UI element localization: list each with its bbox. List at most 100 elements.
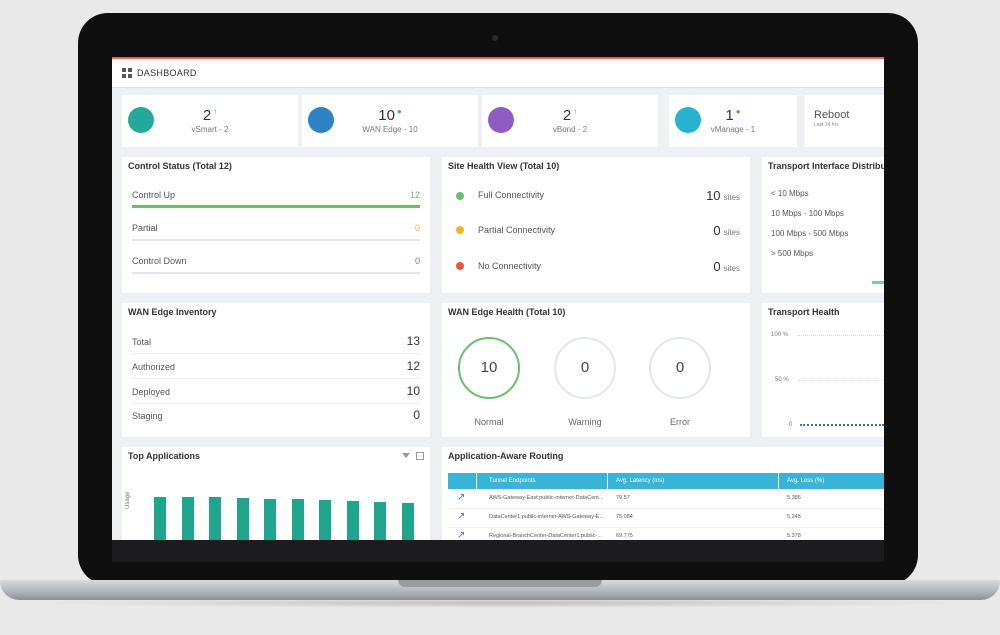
vmanage-tile[interactable]: 1 ● vManage - 1 [669, 95, 797, 147]
app-usage-bar[interactable] [236, 498, 249, 540]
laptop-notch [398, 580, 602, 587]
trend-icon[interactable]: ↗ [457, 530, 466, 540]
column-header[interactable]: Tunnel Endpoints [477, 473, 607, 489]
divider [132, 353, 420, 354]
column-header[interactable]: Avg. Loss (%) [779, 473, 884, 489]
loss-cell: 5.378 [787, 533, 801, 539]
tunnel-endpoint-cell: AWS-Gateway-East:public-internet-DataCen… [489, 495, 604, 501]
tunnel-endpoint-cell: DataCenter1:public-internet-AWS-Gateway-… [489, 514, 605, 520]
inventory-staging-label: Staging [132, 411, 163, 421]
vbond-icon [488, 107, 514, 133]
error-gauge[interactable]: 0 [649, 337, 711, 399]
trend-icon[interactable]: ↗ [457, 492, 466, 503]
loss-cell: 5.245 [787, 514, 801, 520]
vsmart-count: 2 ↑ [202, 107, 218, 124]
site-health-card: Site Health View (Total 10) Full Connect… [442, 157, 750, 293]
inventory-authorized-value: 12 [406, 359, 420, 373]
partial-connectivity-label: Partial Connectivity [478, 225, 556, 235]
bandwidth-range-label: 10 Mbps - 100 Mbps [771, 209, 844, 218]
laptop-bezel [112, 540, 884, 562]
card-title: Site Health View (Total 10) [448, 161, 560, 171]
no-connectivity-value: 0 sites [713, 259, 740, 274]
normal-label: Normal [474, 417, 504, 427]
laptop-base [0, 580, 1000, 600]
divider [132, 378, 420, 379]
reboot-subtitle: Last 24 hrs [814, 122, 839, 128]
transport-distribution-card: Transport Interface Distribution < 10 Mb… [762, 157, 884, 293]
wan-edge-health-card: WAN Edge Health (Total 10) 10 Normal 0 W… [442, 303, 750, 437]
warning-gauge[interactable]: 0 [554, 337, 616, 399]
vsmart-label: vSmart - 2 [191, 125, 229, 134]
partial-label: Partial [132, 223, 158, 233]
control-status-card: Control Status (Total 12) Control Up 12 … [122, 157, 430, 293]
app-usage-bar[interactable] [374, 502, 386, 540]
divider [448, 508, 884, 509]
vsmart-tile[interactable]: 2 ↑ vSmart - 2 [122, 95, 298, 147]
wan-edge-tile[interactable]: 10 ● WAN Edge - 10 [302, 95, 478, 147]
card-title: Transport Interface Distribution [768, 161, 884, 171]
normal-count: 10 [480, 359, 498, 376]
wan-edge-label: WAN Edge - 10 [362, 125, 418, 134]
red-status-icon [456, 262, 464, 270]
app-usage-bar[interactable] [154, 497, 166, 540]
control-down-label: Control Down [132, 256, 187, 266]
partial-value: 0 [414, 223, 420, 233]
control-up-label: Control Up [132, 190, 176, 200]
card-title: Control Status (Total 12) [128, 161, 232, 171]
error-label: Error [670, 417, 690, 427]
divider [448, 527, 884, 528]
app-usage-bar[interactable] [401, 503, 414, 540]
vbond-label: vBond - 2 [552, 125, 588, 134]
column-header[interactable]: Avg. Latency (ms) [608, 473, 778, 489]
card-title: Transport Health [768, 307, 840, 317]
inventory-staging-value: 0 [413, 408, 420, 422]
app-usage-bar[interactable] [181, 497, 194, 540]
divider [132, 403, 420, 404]
column-header[interactable] [448, 473, 476, 489]
no-connectivity-label: No Connectivity [478, 261, 542, 271]
bandwidth-range-label: 100 Mbps - 500 Mbps [771, 229, 849, 238]
wan-edge-inventory-card: WAN Edge Inventory Total 13 Authorized 1… [122, 303, 430, 437]
accent-line [112, 57, 884, 59]
app-usage-bar[interactable] [346, 501, 359, 540]
app-usage-bar[interactable] [264, 499, 276, 540]
status-dot-icon: ● [735, 107, 741, 116]
transport-health-card: Transport Health 100 % 50 % 0 [762, 303, 884, 437]
vbond-tile[interactable]: 2 ↑ vBond - 2 [482, 95, 658, 147]
camera-icon [492, 35, 498, 41]
vbond-count: 2 ↑ [562, 107, 578, 124]
latency-cell: 75.084 [616, 514, 633, 520]
y-tick-label: 50 % [775, 377, 789, 383]
normal-gauge[interactable]: 10 [458, 337, 520, 399]
card-title: Top Applications [128, 451, 200, 461]
filter-icon[interactable] [402, 453, 410, 458]
distribution-bar [872, 281, 884, 284]
partial-connectivity-value: 0 sites [713, 223, 740, 238]
reboot-tile[interactable]: Reboot Last 24 hrs [805, 95, 884, 147]
app-usage-bar[interactable] [319, 500, 331, 540]
up-arrow-icon: ↑ [573, 107, 578, 116]
top-applications-card: Top Applications Usage [122, 447, 430, 540]
loss-cell: 5.386 [787, 495, 801, 501]
vmanage-count: 1 ● [725, 107, 741, 124]
expand-icon[interactable] [416, 452, 424, 460]
card-title: WAN Edge Health (Total 10) [448, 307, 566, 317]
up-arrow-icon: ↑ [213, 107, 218, 116]
dashboard-grid-icon [122, 68, 132, 78]
app-usage-bar[interactable] [209, 497, 221, 540]
gridline [798, 335, 884, 336]
warning-count: 0 [580, 359, 590, 376]
routing-table: Tunnel Endpoints Avg. Latency (ms) Avg. … [448, 473, 884, 540]
health-series-line [800, 424, 884, 426]
partial-track [132, 239, 420, 241]
trend-icon[interactable]: ↗ [457, 511, 466, 522]
dashboard-screen: DASHBOARD 2 ↑ vSmart - 2 10 ● WAN Edge - 1… [112, 57, 884, 540]
control-down-value: 0 [414, 256, 420, 266]
bandwidth-range-label: < 10 Mbps [771, 189, 809, 198]
inventory-deployed-label: Deployed [132, 387, 171, 397]
inventory-total-value: 13 [406, 334, 420, 348]
bandwidth-range-label: > 500 Mbps [771, 249, 814, 258]
app-usage-bar[interactable] [291, 499, 304, 540]
y-tick-label: 100 % [771, 332, 789, 338]
yellow-status-icon [456, 226, 464, 234]
